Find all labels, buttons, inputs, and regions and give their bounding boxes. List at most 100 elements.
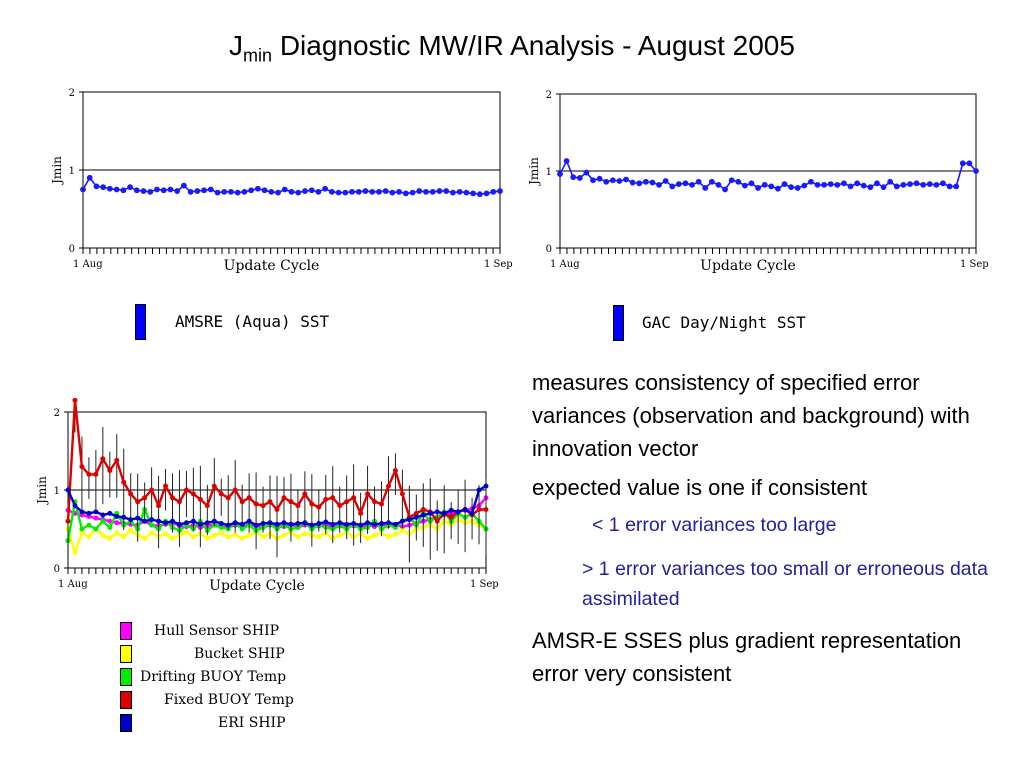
data-point: [154, 186, 160, 193]
data-point: [163, 520, 169, 526]
data-point: [463, 189, 470, 196]
data-point: [107, 535, 113, 541]
data-point: [309, 522, 315, 528]
data-point: [920, 181, 927, 188]
data-point: [448, 507, 454, 513]
fixed-buoy-swatch: [120, 691, 132, 709]
data-point: [337, 520, 343, 526]
data-point: [197, 521, 203, 527]
data-point: [966, 160, 973, 167]
data-point: [342, 189, 349, 196]
data-point: [128, 491, 134, 497]
insitu-chart: 0 1 2 Jmin 1 Aug 1 Sep Update Cycle: [35, 398, 499, 594]
data-point: [274, 507, 280, 512]
data-point: [330, 521, 336, 527]
data-point: [79, 509, 85, 515]
data-point: [794, 185, 801, 191]
insitu-legend: Hull Sensor SHIP Bucket SHIP Drifting BU…: [118, 618, 318, 738]
data-point: [225, 495, 231, 501]
data-point: [211, 532, 217, 538]
data-point: [114, 520, 120, 526]
data-point: [609, 177, 616, 184]
data-point: [748, 180, 755, 187]
gac-legend-label: GAC Day/Night SST: [642, 313, 806, 332]
data-point: [358, 510, 364, 516]
data-point: [72, 549, 78, 555]
data-point: [170, 495, 175, 501]
data-point: [239, 499, 245, 505]
data-point: [755, 185, 761, 191]
data-point: [65, 487, 71, 493]
data-point: [65, 518, 71, 524]
data-point: [316, 534, 322, 540]
note-less-than-one: < 1 error variances too large: [592, 514, 837, 536]
data-point: [434, 509, 440, 515]
data-point: [372, 521, 378, 527]
data-point: [376, 188, 382, 195]
data-point: [933, 181, 940, 188]
data-point: [834, 181, 841, 188]
data-point: [142, 495, 148, 501]
data-point: [455, 509, 461, 515]
data-point: [913, 180, 920, 187]
data-point: [127, 184, 133, 191]
data-point: [344, 499, 350, 505]
data-point: [211, 483, 217, 489]
data-point: [396, 188, 403, 195]
data-point: [86, 471, 92, 477]
data-point: [135, 515, 141, 521]
drifting-buoy-swatch: [120, 668, 132, 686]
fixed-buoy-label: Fixed BUOY Temp: [164, 692, 294, 708]
data-point: [207, 186, 214, 193]
hull-ship-label: Hull Sensor SHIP: [154, 623, 280, 639]
data-point: [268, 188, 275, 195]
data-point: [309, 501, 315, 507]
data-point: [214, 189, 221, 196]
note-expected: expected value is one if consistent: [532, 475, 868, 500]
y-axis-label: Jmin: [50, 156, 64, 186]
data-point: [295, 503, 301, 509]
data-point: [907, 181, 913, 187]
data-point: [603, 178, 610, 185]
data-point: [180, 182, 187, 189]
data-point: [107, 524, 113, 530]
data-point: [344, 521, 350, 527]
data-point: [254, 185, 261, 192]
data-point: [860, 182, 867, 189]
data-point: [349, 188, 355, 195]
data-point: [358, 522, 364, 528]
data-point: [218, 521, 224, 527]
data-point: [656, 181, 662, 188]
data-point: [260, 503, 266, 509]
data-point: [228, 188, 234, 195]
data-point: [741, 182, 748, 189]
data-point: [629, 179, 636, 186]
note-consistency: measures consistency of specified error …: [532, 370, 970, 461]
data-point: [355, 188, 362, 195]
data-point: [867, 184, 874, 191]
data-point: [128, 528, 134, 534]
data-point: [93, 471, 99, 477]
data-point: [267, 520, 273, 526]
data-point: [441, 510, 447, 516]
data-point: [483, 483, 489, 489]
data-point: [201, 187, 207, 194]
data-point: [490, 188, 497, 195]
data-point: [369, 188, 376, 195]
data-point: [86, 522, 92, 528]
data-point: [351, 495, 357, 501]
data-point: [409, 189, 416, 196]
data-point: [669, 183, 676, 190]
data-point: [163, 531, 169, 537]
data-point: [232, 487, 238, 493]
data-point: [841, 180, 847, 187]
data-point: [274, 521, 280, 527]
data-point: [335, 189, 342, 196]
data-point: [402, 190, 409, 197]
data-point: [728, 177, 735, 184]
data-point: [874, 180, 880, 187]
data-point: [120, 187, 127, 194]
data-point: [557, 171, 563, 177]
data-point: [156, 518, 162, 524]
data-point: [80, 186, 86, 193]
